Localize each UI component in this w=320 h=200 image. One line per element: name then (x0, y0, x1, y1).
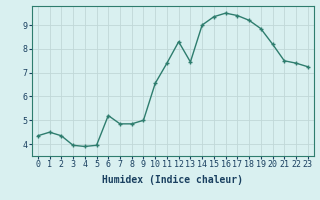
X-axis label: Humidex (Indice chaleur): Humidex (Indice chaleur) (102, 175, 243, 185)
